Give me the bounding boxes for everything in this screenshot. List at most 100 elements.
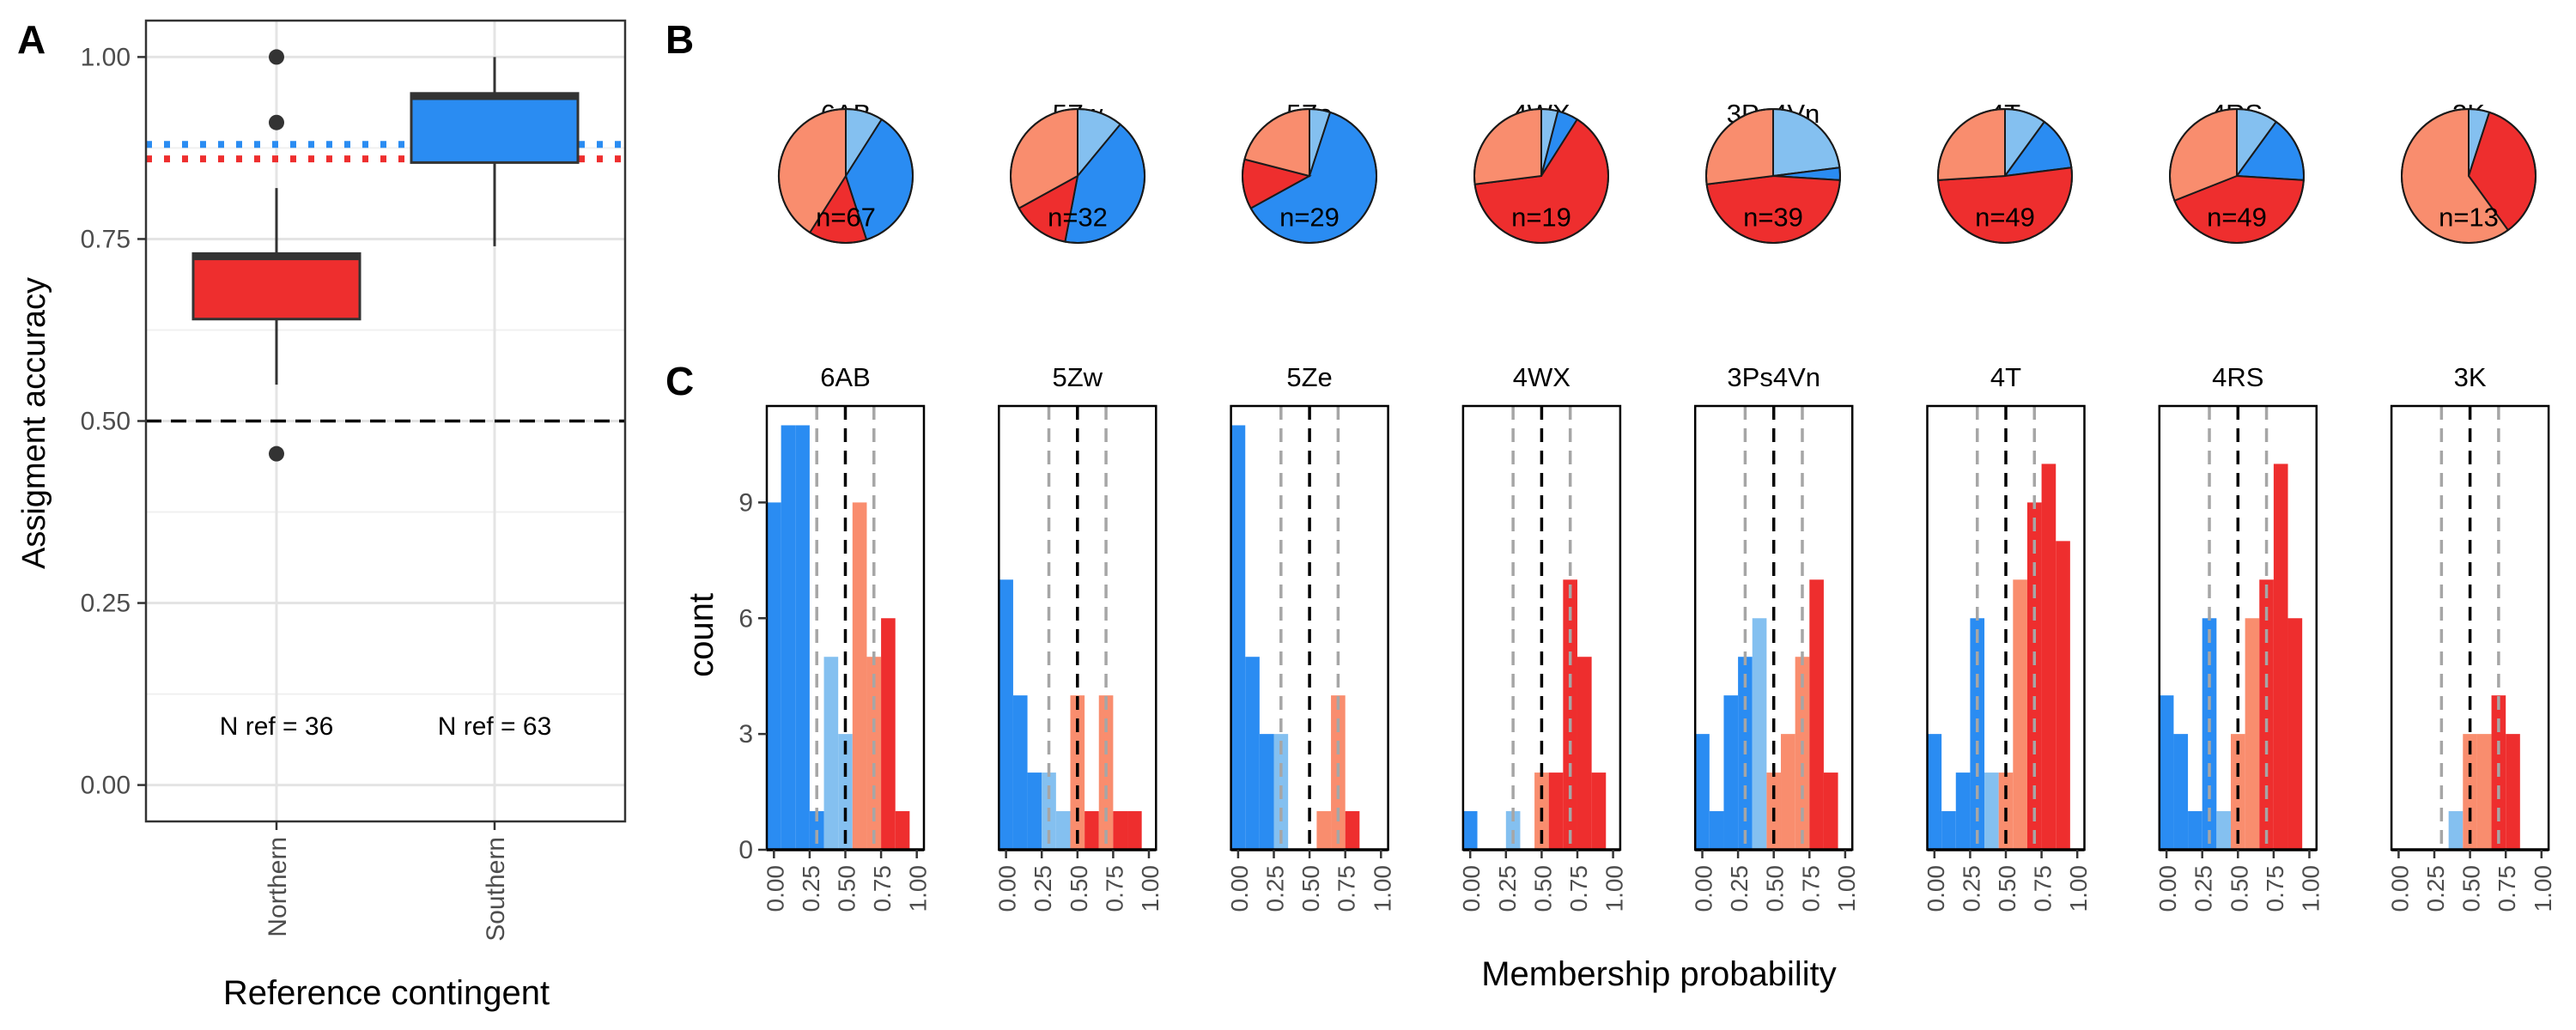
pie-outline	[2169, 108, 2305, 244]
pie-outline	[1242, 108, 1377, 244]
histogram-bar	[2506, 734, 2520, 850]
panel-a-y-tick-label: 1.00	[81, 43, 131, 71]
histogram-x-tick-label: 0.00	[1923, 865, 1949, 912]
histogram-bar	[2188, 811, 2202, 850]
panel-a-annotation-southern: N ref = 63	[438, 712, 552, 741]
histogram-x-tick-label: 0.50	[1762, 865, 1789, 912]
pie-n-label: n=67	[816, 202, 876, 232]
histogram-bar	[2216, 811, 2231, 850]
histogram-bar	[1230, 425, 1246, 850]
pie-n-label: n=49	[1975, 202, 2035, 232]
histogram-x-tick-label: 0.25	[1958, 865, 1984, 912]
facet-title: 3Ps4Vn	[1727, 362, 1820, 392]
histogram-x-tick-label: 0.00	[1458, 865, 1485, 912]
histogram-x-tick-label: 0.00	[2386, 865, 2413, 912]
histogram-y-tick-label: 6	[738, 604, 753, 633]
pie-outline	[1937, 108, 2073, 244]
histogram-bar	[1548, 772, 1564, 850]
panel-a-x-tick-label-southern: Southern	[482, 837, 510, 942]
histogram-bar	[1345, 811, 1360, 850]
facet-title: 4WX	[1513, 362, 1571, 392]
histogram-x-tick-label: 0.50	[1994, 865, 2020, 912]
histogram-x-tick-label: 0.00	[762, 865, 788, 912]
panel-a-y-axis-label: Assigment accuracy	[16, 277, 52, 569]
histogram-x-tick-label: 0.50	[1066, 865, 1092, 912]
histogram-x-tick-label: 0.50	[1297, 865, 1324, 912]
pie-slice	[1937, 107, 2006, 181]
histogram-bar	[2448, 811, 2464, 850]
pie-slice	[1705, 107, 1774, 185]
panel-a-y-tick-label: 0.75	[81, 225, 131, 253]
histogram-bar	[1752, 618, 1767, 850]
histogram-bar	[1984, 772, 1999, 850]
histogram-bar	[1591, 772, 1607, 850]
histogram-x-tick-label: 0.25	[1726, 865, 1753, 912]
histogram-x-tick-label: 0.00	[1226, 865, 1253, 912]
histogram-bar	[1927, 734, 1942, 850]
histogram-x-tick-label: 0.75	[869, 865, 896, 912]
panel-a-x-axis-label: Reference contingent	[223, 974, 550, 1012]
histogram-x-tick-label: 1.00	[1137, 865, 1163, 912]
pie-outline	[1473, 108, 1609, 244]
histogram-bar	[1941, 811, 1956, 850]
histogram-bar	[2173, 734, 2189, 850]
histogram-bar	[881, 618, 896, 850]
histogram-x-tick-label: 0.75	[1101, 865, 1127, 912]
panel-a-y-tick-label: 0.25	[81, 590, 131, 618]
pie-n-label: n=39	[1743, 202, 1803, 232]
histogram-bar	[2159, 695, 2174, 850]
histogram-bar	[781, 425, 796, 850]
histogram-x-tick-label: 0.25	[1030, 865, 1056, 912]
panel-a-box-northern	[191, 251, 361, 321]
histogram-x-tick-label: 0.25	[2190, 865, 2217, 912]
histogram-bar	[1316, 811, 1332, 850]
histogram-bar	[2056, 541, 2070, 850]
panel-letter-a: A	[17, 17, 46, 62]
histogram-x-tick-label: 0.50	[2226, 865, 2252, 912]
panel-a-annotation-northern: N ref = 36	[220, 712, 334, 741]
histogram-x-tick-label: 0.00	[1691, 865, 1717, 912]
histogram-bar	[2259, 579, 2274, 850]
panel-a-box-southern	[410, 92, 580, 164]
panel-c-y-axis-label: count	[683, 593, 720, 677]
histogram-bar	[1955, 772, 1971, 850]
histogram-bar	[1695, 734, 1710, 850]
histogram-bar	[1709, 811, 1724, 850]
panel-letter-c: C	[665, 359, 694, 403]
histogram-x-tick-label: 1.00	[1833, 865, 1860, 912]
histogram-x-tick-label: 0.75	[2494, 865, 2520, 912]
pie-outline	[1010, 108, 1145, 244]
histogram-bar	[1012, 695, 1028, 850]
pie-n-label: n=19	[1511, 202, 1571, 232]
histogram-x-tick-label: 1.00	[1369, 865, 1395, 912]
histogram-x-tick-label: 0.25	[2422, 865, 2449, 912]
panel-c-x-axis-label: Membership probability	[1481, 955, 1837, 993]
histogram-bar	[1055, 811, 1071, 850]
histogram-bar	[1781, 734, 1795, 850]
histogram-x-tick-label: 1.00	[2297, 865, 2324, 912]
histogram-bar	[823, 657, 839, 850]
histogram-bar	[1809, 579, 1824, 850]
facet-title: 6AB	[820, 362, 871, 392]
histogram-bar	[1127, 811, 1142, 850]
histogram-bar	[1577, 657, 1592, 850]
histogram-bar	[2202, 618, 2217, 850]
histogram-bar	[1027, 772, 1042, 850]
histogram-bar	[2013, 579, 2027, 850]
panel-a-outlier	[269, 445, 284, 462]
histogram-x-tick-label: 0.75	[1565, 865, 1592, 912]
pie-slice	[1473, 107, 1542, 185]
histogram-bar	[895, 811, 910, 850]
histogram-x-tick-label: 1.00	[1601, 865, 1628, 912]
histogram-bar	[1259, 734, 1274, 850]
histogram-y-tick-label: 0	[738, 836, 753, 864]
histogram-x-tick-label: 1.00	[2530, 865, 2556, 912]
facet-title: 4T	[1990, 362, 2021, 392]
histogram-x-tick-label: 0.75	[1334, 865, 1360, 912]
histogram-bar	[1245, 657, 1260, 850]
histogram-x-tick-label: 0.50	[1529, 865, 1556, 912]
histogram-x-tick-label: 0.50	[2458, 865, 2485, 912]
panel-c-histograms: 6AB 0.00 0.25 0.50 0.75 1.00 0 3 6 9 5Zw 0.00 0.25 0.…	[738, 362, 2555, 912]
histogram-bar	[1823, 772, 1838, 850]
